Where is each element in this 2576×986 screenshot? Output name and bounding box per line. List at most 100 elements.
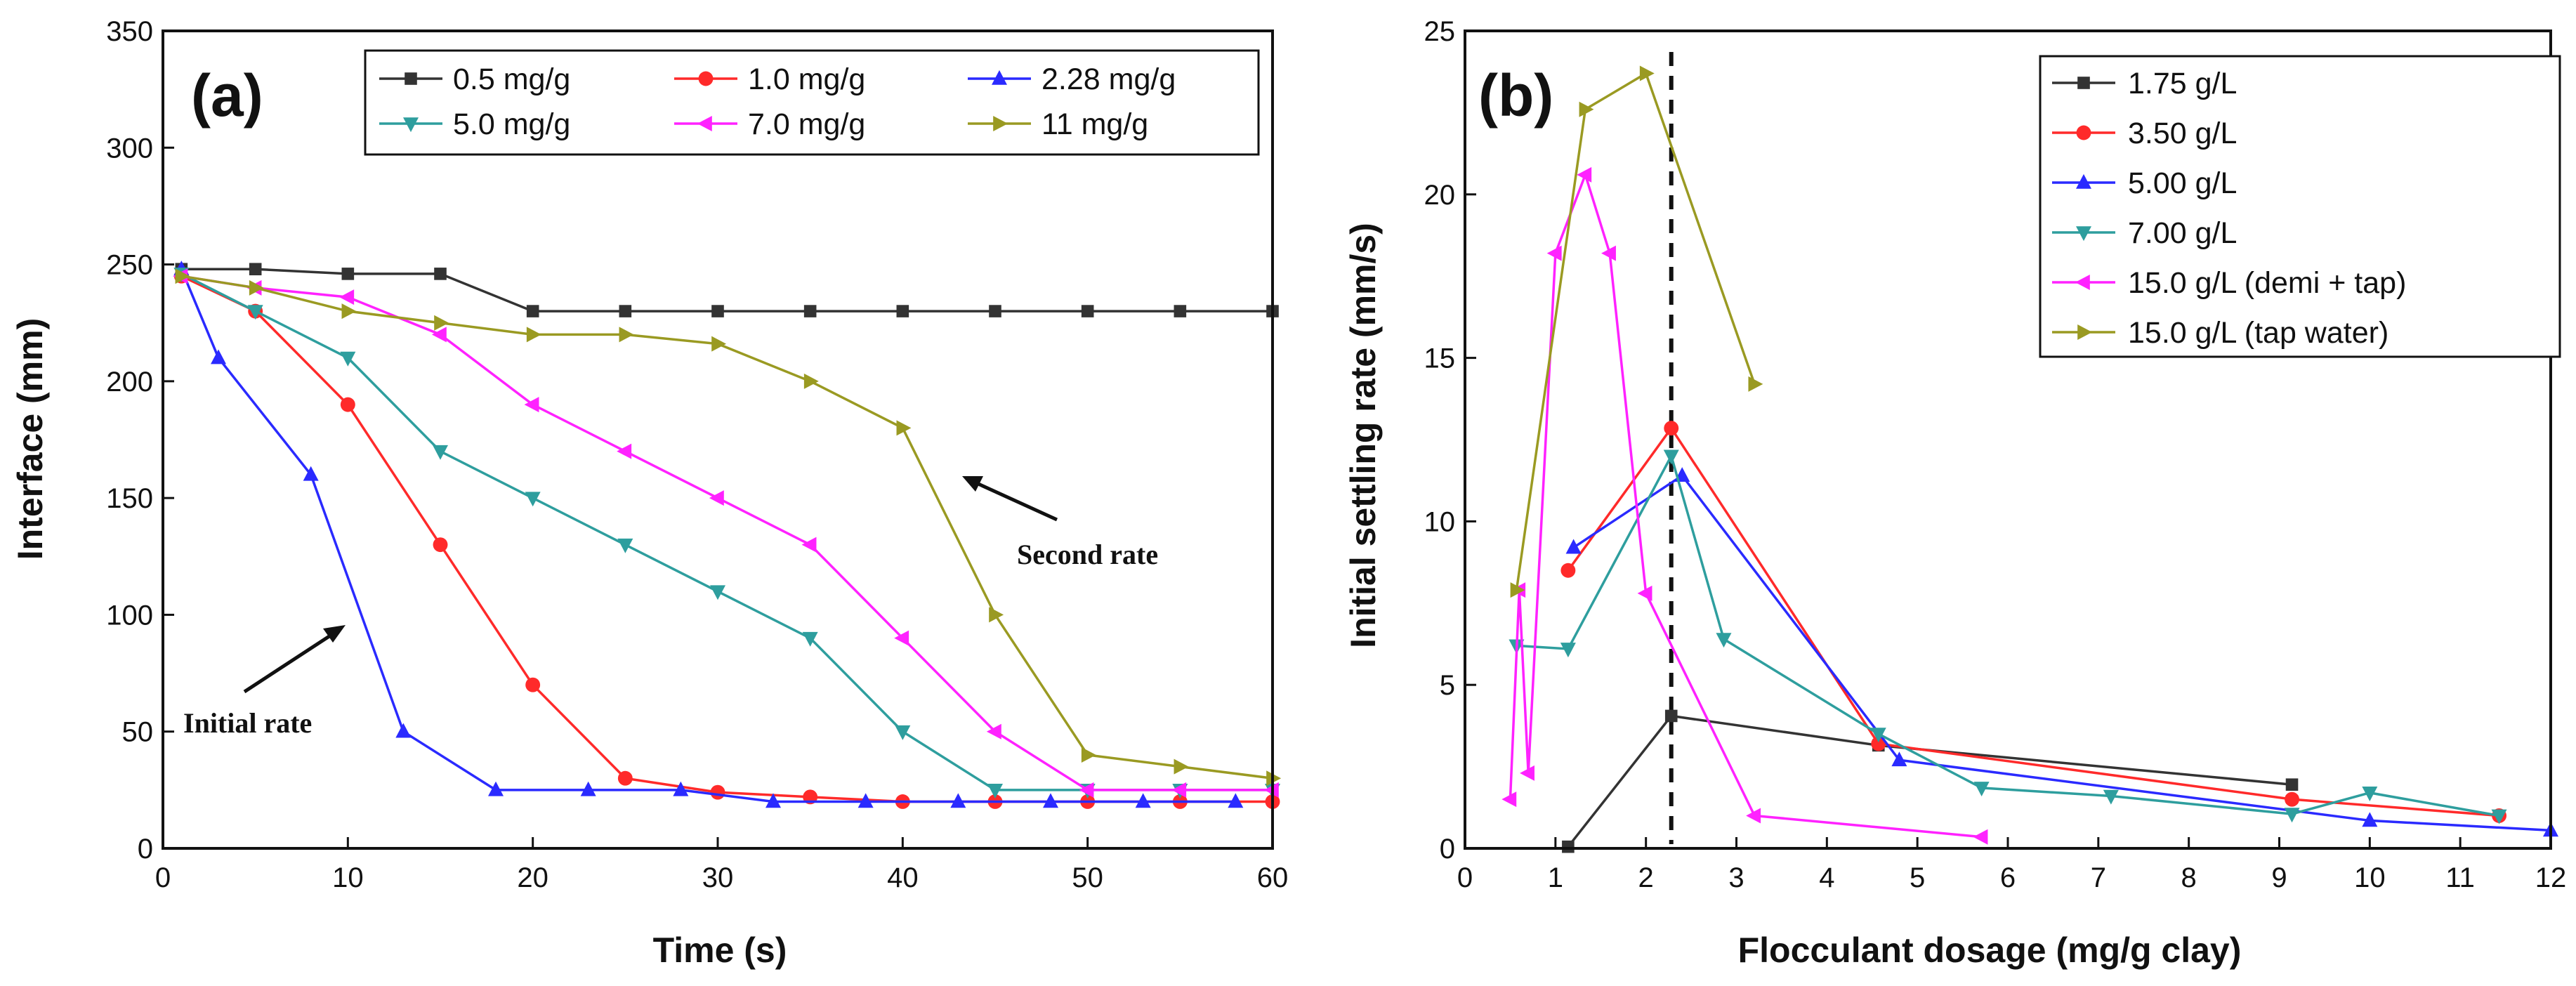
data-point bbox=[803, 305, 817, 317]
data-point bbox=[673, 781, 689, 796]
data-point bbox=[1746, 808, 1761, 824]
series-line bbox=[1509, 171, 1982, 839]
x-tick-label: 5 bbox=[1910, 862, 1925, 893]
data-point bbox=[950, 793, 966, 808]
panel-a-series bbox=[173, 261, 1282, 809]
y-tick-label: 50 bbox=[122, 717, 154, 748]
data-point bbox=[617, 538, 633, 553]
data-point bbox=[524, 397, 539, 413]
data-point bbox=[1560, 643, 1576, 658]
data-point bbox=[1560, 563, 1576, 578]
annotation-second-rate-arrow bbox=[969, 478, 1058, 522]
data-point bbox=[211, 349, 226, 364]
legend-item: 11 mg/g bbox=[968, 107, 1148, 141]
legend-swatch-marker bbox=[2075, 275, 2090, 290]
data-point bbox=[339, 289, 355, 305]
data-point bbox=[894, 630, 909, 646]
data-point bbox=[1601, 245, 1616, 261]
data-point bbox=[896, 420, 912, 436]
data-point bbox=[525, 492, 541, 507]
legend-label: 3.50 g/L bbox=[2128, 117, 2237, 150]
panel-b-label: (b) bbox=[1478, 63, 1553, 129]
data-point bbox=[1565, 539, 1582, 554]
legend-swatch-marker bbox=[2076, 226, 2091, 242]
legend-label: 11 mg/g bbox=[1041, 107, 1148, 141]
data-point bbox=[989, 607, 1004, 623]
series-7.0 mg/g bbox=[173, 268, 1279, 798]
data-point bbox=[1174, 305, 1187, 317]
x-tick-label: 30 bbox=[702, 862, 734, 893]
data-point bbox=[619, 305, 632, 317]
legend-label: 15.0 g/L (tap water) bbox=[2128, 316, 2388, 350]
y-tick-label: 350 bbox=[106, 16, 153, 47]
series-line bbox=[1516, 452, 2499, 817]
data-point bbox=[1228, 793, 1244, 808]
legend-label: 1.0 mg/g bbox=[748, 63, 865, 96]
data-point bbox=[1871, 736, 1886, 751]
y-tick-label: 200 bbox=[106, 367, 153, 397]
data-point bbox=[303, 466, 319, 481]
series-11 mg/g bbox=[175, 268, 1282, 787]
data-point bbox=[1664, 421, 1679, 436]
legend-item: 2.28 mg/g bbox=[968, 63, 1176, 96]
data-point bbox=[1501, 791, 1517, 808]
annotation-initial-rate: Initial rate bbox=[183, 707, 312, 739]
legend-item: 5.0 mg/g bbox=[379, 107, 570, 141]
panel-b-y-axis-title: Initial settling rate (mm/s) bbox=[1343, 223, 1383, 648]
data-point bbox=[987, 784, 1003, 798]
data-point bbox=[434, 268, 447, 280]
data-point bbox=[711, 305, 724, 317]
legend-item: 7.00 g/L bbox=[2052, 216, 2237, 250]
data-point bbox=[395, 723, 412, 738]
data-point bbox=[896, 305, 909, 317]
y-tick-label: 15 bbox=[1424, 343, 1456, 374]
annotation-initial-rate-arrowhead bbox=[323, 625, 346, 643]
x-tick-label: 20 bbox=[517, 862, 548, 893]
legend-swatch-marker bbox=[698, 71, 714, 86]
legend-swatch-marker bbox=[403, 117, 419, 133]
data-point bbox=[1135, 793, 1151, 808]
data-point bbox=[249, 280, 264, 296]
x-tick-label: 2 bbox=[1638, 862, 1654, 893]
data-point bbox=[433, 537, 448, 553]
legend-label: 5.00 g/L bbox=[2128, 166, 2237, 200]
data-point bbox=[803, 373, 819, 389]
data-point bbox=[2362, 812, 2378, 827]
data-point bbox=[431, 327, 447, 343]
x-tick-label: 60 bbox=[1257, 862, 1289, 893]
series-line bbox=[180, 268, 1236, 803]
data-point bbox=[801, 537, 817, 553]
data-point bbox=[1716, 633, 1732, 648]
panel-b-plot-frame bbox=[1464, 29, 2552, 850]
data-point bbox=[1891, 751, 1907, 767]
data-point bbox=[488, 781, 504, 796]
data-point bbox=[341, 303, 357, 320]
legend-item: 7.0 mg/g bbox=[674, 107, 865, 141]
y-tick-label: 20 bbox=[1424, 180, 1456, 211]
data-point bbox=[340, 351, 356, 367]
series-5.00 g/L bbox=[1565, 467, 2558, 837]
panel-b-legend: 1.75 g/L 3.50 g/L 5.00 g/L 7.00 g/L 15.0 g/L… bbox=[2039, 55, 2561, 358]
data-point bbox=[2285, 778, 2299, 791]
y-tick-label: 0 bbox=[1440, 834, 1455, 865]
data-point bbox=[709, 490, 724, 506]
panel-a-annotations: Second rate Initial rate bbox=[183, 476, 1158, 739]
data-point bbox=[617, 770, 633, 786]
y-tick-label: 0 bbox=[138, 834, 153, 865]
x-tick-label: 40 bbox=[887, 862, 919, 893]
panel-a-chart: 0 10 20 30 40 50 60 0 50 100 150 200 250 300 350 (a) T… bbox=[11, 16, 1288, 970]
data-point bbox=[526, 327, 541, 343]
data-point bbox=[1663, 449, 1679, 465]
x-tick-label: 9 bbox=[2271, 862, 2287, 893]
legend-label: 0.5 mg/g bbox=[453, 63, 570, 96]
legend-swatch-marker bbox=[2076, 125, 2091, 140]
series-line bbox=[1567, 426, 2499, 817]
data-point bbox=[175, 268, 190, 284]
x-tick-label: 10 bbox=[2354, 862, 2386, 893]
y-tick-label: 10 bbox=[1424, 506, 1456, 537]
panel-b-series bbox=[1501, 65, 2558, 853]
y-tick-label: 100 bbox=[106, 600, 153, 631]
data-point bbox=[1174, 758, 1189, 775]
y-tick-label: 25 bbox=[1424, 16, 1456, 47]
